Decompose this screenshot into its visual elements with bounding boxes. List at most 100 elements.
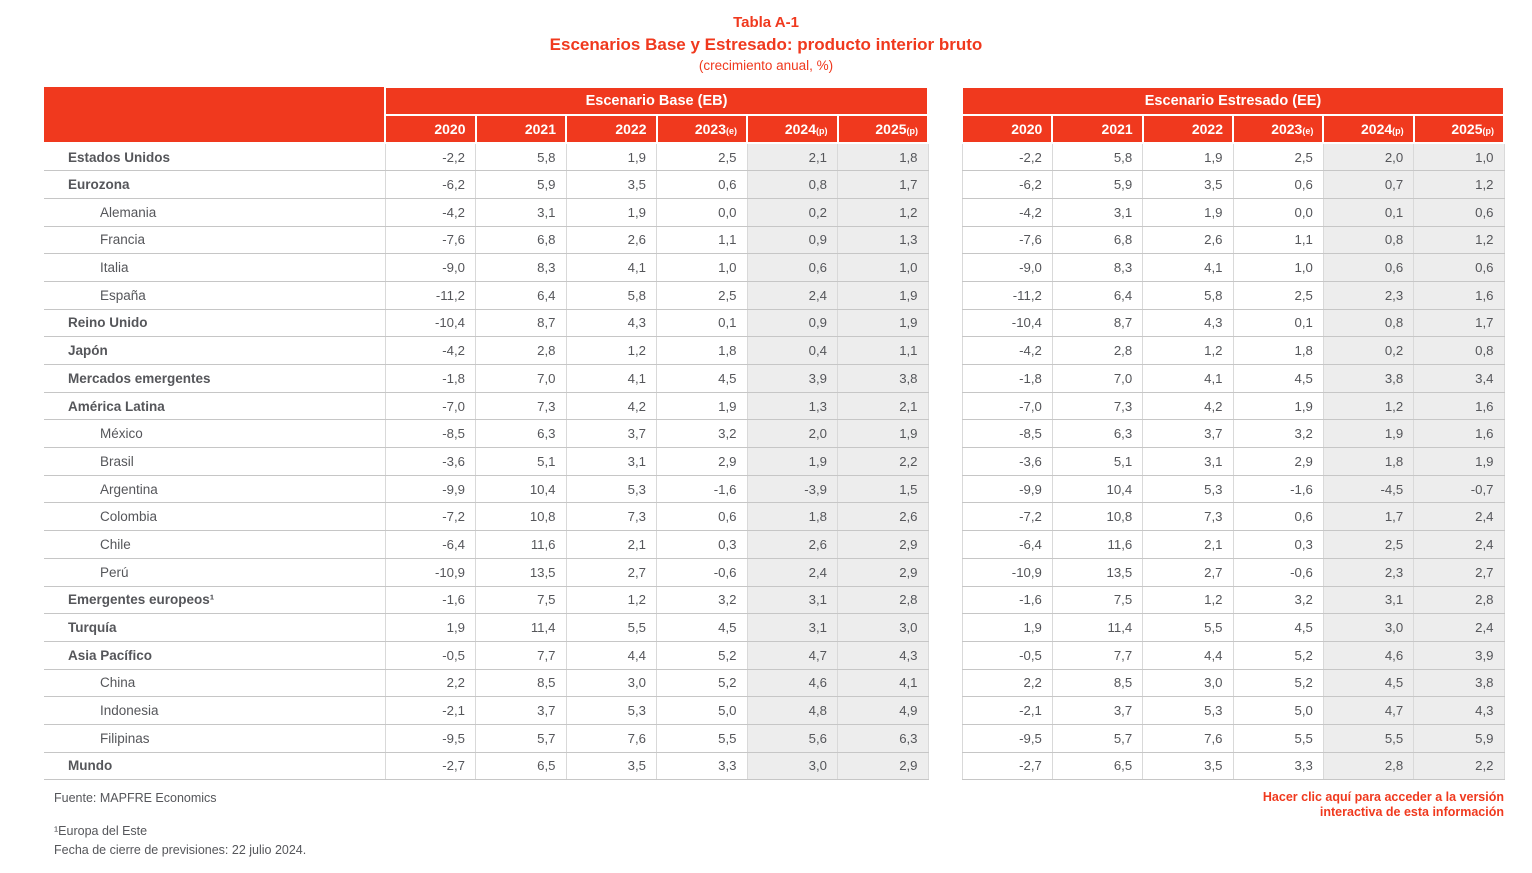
value-cell: 8,5 [475,668,567,698]
row-label: Brasil [44,447,386,476]
value-cell: 1,9 [1142,142,1234,172]
table-gap [928,364,963,393]
table-row: Indonesia -2,1 3,7 5,3 5,0 4,8 4,9 -2,1 3,7 5,3 5,… [44,696,1505,725]
value-cell: 2,0 [1322,142,1415,172]
link-line-2[interactable]: interactiva de esta información [1319,805,1504,820]
table-row: Alemania -4,2 3,1 1,9 0,0 0,2 1,2 -4,2 3,1 1,9 0,0… [44,197,1505,227]
value-cell: 5,9 [1051,170,1144,199]
table-row: Mundo -2,7 6,5 3,5 3,3 3,0 2,9 -2,7 6,5 3,5 3,3 2,8… [44,751,1505,781]
row-label: Estados Unidos [44,142,386,172]
table-row: Eurozona -6,2 5,9 3,5 0,6 0,8 1,7 -6,2 5,9 3,5 0,6… [44,170,1505,199]
value-cell: 0,4 [746,336,838,365]
value-cell: 10,8 [1051,502,1144,532]
value-cell: 1,8 [746,502,838,532]
value-cell: 3,8 [837,364,929,393]
table-row: China 2,2 8,5 3,0 5,2 4,6 4,1 2,2 8,5 3,0 5,2 4,5 3,… [44,668,1505,698]
value-cell: 8,7 [1051,308,1144,338]
value-cell: 3,0 [1142,668,1234,698]
value-cell: 0,0 [656,197,748,227]
value-cell: 3,4 [1413,364,1505,393]
table-gap [928,392,963,420]
value-cell: -6,4 [384,530,476,559]
value-cell: 2,4 [1413,613,1505,642]
value-cell: 6,8 [475,225,567,255]
table-number: Tabla A-1 [733,14,799,31]
row-label: México [44,419,386,449]
group-header-row: Escenario Base (EB) Escenario Estresado … [44,86,1505,144]
value-cell: 5,2 [656,668,748,698]
value-cell: 1,1 [656,225,748,255]
value-cell: 1,6 [1413,419,1505,449]
year-header-ee-2025: 2025(p) [1412,114,1506,144]
value-cell: 4,1 [1142,253,1234,282]
value-cell: 1,6 [1413,280,1505,310]
value-cell: -8,5 [384,419,476,449]
value-cell: 7,6 [1142,723,1234,753]
value-cell: 0,6 [1322,253,1415,282]
value-cell: -7,2 [961,502,1053,532]
value-cell: 2,1 [565,530,657,559]
value-cell: 7,6 [565,723,657,753]
value-cell: 4,6 [1322,640,1415,670]
table-gap [928,752,963,780]
value-cell: 4,3 [837,640,929,670]
link-line-1[interactable]: Hacer clic aquí para acceder a la versió… [1262,790,1504,805]
value-cell: 2,5 [656,142,748,172]
gdp-scenarios-table: Escenario Base (EB) Escenario Estresado … [44,86,1506,781]
value-cell: 5,5 [1322,723,1415,753]
value-cell: 2,1 [746,142,838,172]
value-cell: 7,0 [475,364,567,393]
value-cell: 0,2 [746,197,838,227]
value-cell: 5,5 [1142,613,1234,642]
value-cell: 4,3 [1142,308,1234,338]
value-cell: -7,6 [384,225,476,255]
row-label: Mundo [44,751,386,781]
value-cell: -9,0 [384,253,476,282]
value-cell: 1,9 [837,308,929,338]
value-cell: 5,1 [475,447,567,476]
footnote-fecha-cierre: Fecha de cierre de previsiones: 22 julio… [54,843,307,858]
value-cell: 5,1 [1051,447,1144,476]
year-header-eb-2024: 2024(p) [746,114,839,144]
page-title: Escenarios Base y Estresado: producto in… [549,35,983,54]
value-cell: -7,0 [961,391,1053,421]
value-cell: -1,6 [384,585,476,615]
table-gap [928,502,963,531]
value-cell: 1,9 [1142,197,1234,227]
value-cell: -9,9 [384,474,476,504]
value-cell: -1,6 [1232,474,1324,504]
value-cell: 2,5 [1322,530,1415,559]
value-cell: 1,7 [1413,308,1505,338]
value-cell: 1,9 [565,142,657,172]
value-cell: -10,4 [384,308,476,338]
row-label: Argentina [44,474,386,504]
value-cell: 2,6 [565,225,657,255]
value-cell: 2,5 [1232,280,1324,310]
value-cell: 5,3 [565,474,657,504]
value-cell: 11,6 [1051,530,1144,559]
page-subtitle: (crecimiento anual, %) [698,58,834,73]
value-cell: 0,8 [1322,225,1415,255]
value-cell: 6,5 [475,751,567,781]
value-cell: 1,9 [565,197,657,227]
table-row: Brasil -3,6 5,1 3,1 2,9 1,9 2,2 -3,6 5,1 3,1 2,9 1,… [44,447,1505,476]
table-row: Turquía 1,9 11,4 5,5 4,5 3,1 3,0 1,9 11,4 5,5 4,5 3… [44,613,1505,642]
table-gap [928,447,963,476]
table-row: Filipinas -9,5 5,7 7,6 5,5 5,6 6,3 -9,5 5,7 7,6 5,… [44,723,1505,753]
interactive-version-link[interactable]: Hacer clic aquí para acceder a la versió… [1263,790,1504,820]
value-cell: -9,0 [961,253,1053,282]
value-cell: 3,2 [656,585,748,615]
table-gap [928,419,963,448]
value-cell: 3,0 [1322,613,1415,642]
value-cell: 2,4 [1413,530,1505,559]
value-cell: -3,6 [961,447,1053,476]
source-note: Fuente: MAPFRE Economics [54,791,217,806]
value-cell: -0,6 [1232,557,1324,587]
value-cell: 0,6 [656,502,748,532]
value-cell: 10,4 [1051,474,1144,504]
value-cell: 3,1 [565,447,657,476]
table-row: Colombia -7,2 10,8 7,3 0,6 1,8 2,6 -7,2 10,8 7,3 0… [44,502,1505,532]
value-cell: 7,3 [1051,391,1144,421]
value-cell: 4,7 [746,640,838,670]
value-cell: 0,8 [1322,308,1415,338]
